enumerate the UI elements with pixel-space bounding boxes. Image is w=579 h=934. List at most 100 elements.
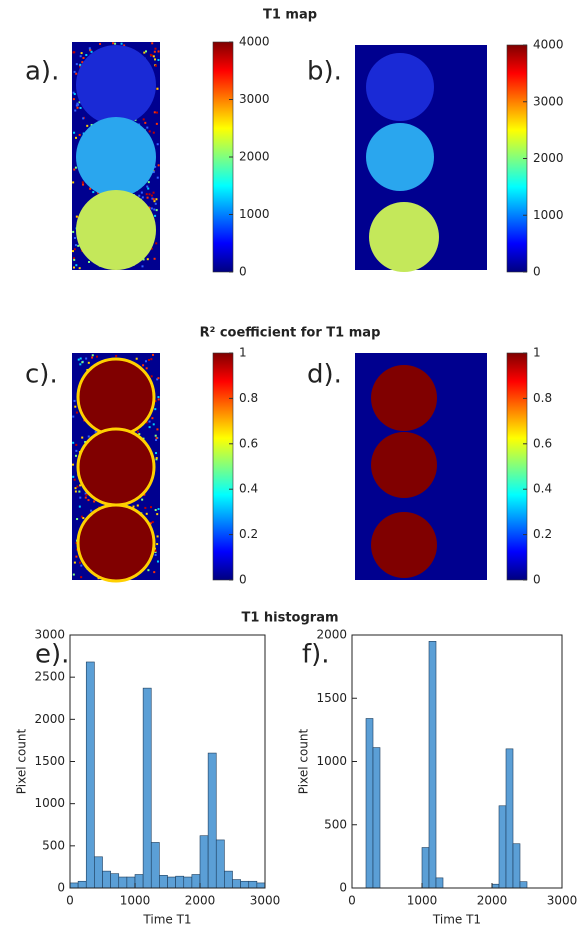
- noise-pixel: [80, 576, 82, 578]
- noise-pixel: [77, 245, 79, 247]
- phantom-vial: [76, 117, 156, 197]
- noise-pixel: [154, 51, 156, 53]
- histogram-bar: [241, 881, 249, 888]
- noise-pixel: [145, 50, 147, 52]
- y-tick-label: 1000: [34, 796, 65, 810]
- noise-pixel: [79, 363, 81, 365]
- histogram-bar: [70, 883, 78, 888]
- histogram-bar: [94, 857, 102, 888]
- noise-pixel: [75, 167, 77, 169]
- phantom-vial: [76, 190, 156, 270]
- noise-pixel: [156, 457, 158, 459]
- noise-pixel: [155, 554, 157, 556]
- noise-pixel: [75, 487, 77, 489]
- phantom-vial: [371, 432, 437, 498]
- noise-pixel: [158, 508, 160, 510]
- noise-pixel: [157, 396, 159, 398]
- noise-pixel: [73, 98, 75, 100]
- histogram-bar: [200, 836, 208, 888]
- noise-pixel: [92, 191, 94, 193]
- noise-pixel: [155, 65, 157, 67]
- noise-pixel: [78, 491, 80, 493]
- colorbar-tick-label: 0.4: [239, 482, 258, 496]
- noise-pixel: [74, 110, 76, 112]
- noise-pixel: [75, 264, 77, 266]
- noise-pixel: [121, 43, 123, 45]
- noise-pixel: [151, 375, 153, 377]
- noise-pixel: [76, 105, 78, 107]
- colorbar-tick-label: 0: [239, 265, 247, 279]
- noise-pixel: [86, 125, 88, 127]
- noise-pixel: [157, 143, 159, 145]
- noise-pixel: [150, 506, 152, 508]
- histogram-bar: [184, 877, 192, 888]
- noise-pixel: [151, 207, 153, 209]
- noise-pixel: [79, 562, 81, 564]
- noise-pixel: [153, 192, 155, 194]
- panel-label: e).: [35, 640, 69, 670]
- y-tick-label: 2500: [34, 670, 65, 684]
- noise-pixel: [156, 112, 158, 114]
- noise-pixel: [85, 54, 87, 56]
- phantom-vial: [76, 45, 156, 125]
- noise-pixel: [74, 406, 76, 408]
- phantom-vial: [366, 123, 434, 191]
- section-title: T1 map: [263, 8, 317, 23]
- noise-pixel: [73, 51, 75, 53]
- noise-pixel: [153, 571, 155, 573]
- phantom-vial: [371, 365, 437, 431]
- y-tick-label: 0: [339, 881, 347, 895]
- histogram-bar: [506, 749, 513, 888]
- noise-pixel: [88, 362, 90, 364]
- noise-pixel: [80, 55, 82, 57]
- colorbar: [507, 353, 527, 580]
- histogram-bar: [176, 876, 184, 888]
- noise-pixel: [154, 48, 156, 50]
- noise-pixel: [146, 127, 148, 129]
- noise-pixel: [153, 208, 155, 210]
- histogram-bar: [127, 877, 135, 888]
- noise-pixel: [75, 455, 77, 457]
- noise-pixel: [72, 250, 74, 252]
- colorbar-tick-label: 0.2: [239, 527, 258, 541]
- histogram-bar: [78, 881, 86, 888]
- noise-pixel: [156, 543, 158, 545]
- noise-pixel: [154, 215, 156, 217]
- phantom-vial: [369, 202, 439, 272]
- noise-pixel: [155, 452, 157, 454]
- noise-pixel: [99, 43, 101, 45]
- noise-pixel: [82, 181, 84, 183]
- noise-pixel: [73, 169, 75, 171]
- noise-pixel: [73, 259, 75, 261]
- noise-pixel: [152, 354, 154, 356]
- noise-pixel: [91, 357, 93, 359]
- noise-pixel: [90, 510, 92, 512]
- noise-pixel: [146, 193, 148, 195]
- noise-pixel: [153, 423, 155, 425]
- noise-pixel: [80, 358, 82, 360]
- y-tick-label: 2000: [34, 712, 65, 726]
- noise-pixel: [146, 367, 148, 369]
- noise-pixel: [157, 560, 159, 562]
- x-tick-label: 0: [348, 894, 356, 908]
- histogram-bar: [224, 871, 232, 888]
- noise-pixel: [147, 188, 149, 190]
- histogram-bar: [151, 842, 159, 888]
- noise-pixel: [74, 562, 76, 564]
- noise-pixel: [92, 354, 94, 356]
- x-tick-label: 3000: [250, 894, 281, 908]
- noise-pixel: [76, 63, 78, 65]
- y-tick-label: 0: [57, 881, 65, 895]
- noise-pixel: [74, 237, 76, 239]
- noise-pixel: [75, 444, 77, 446]
- noise-pixel: [158, 164, 160, 166]
- x-tick-label: 1000: [407, 894, 438, 908]
- noise-pixel: [76, 486, 78, 488]
- histogram-bar: [513, 844, 520, 888]
- noise-pixel: [87, 499, 89, 501]
- noise-pixel: [82, 117, 84, 119]
- histogram-bar: [143, 688, 151, 888]
- noise-pixel: [155, 509, 157, 511]
- x-axis-label: Time T1: [432, 913, 481, 927]
- noise-pixel: [74, 71, 76, 73]
